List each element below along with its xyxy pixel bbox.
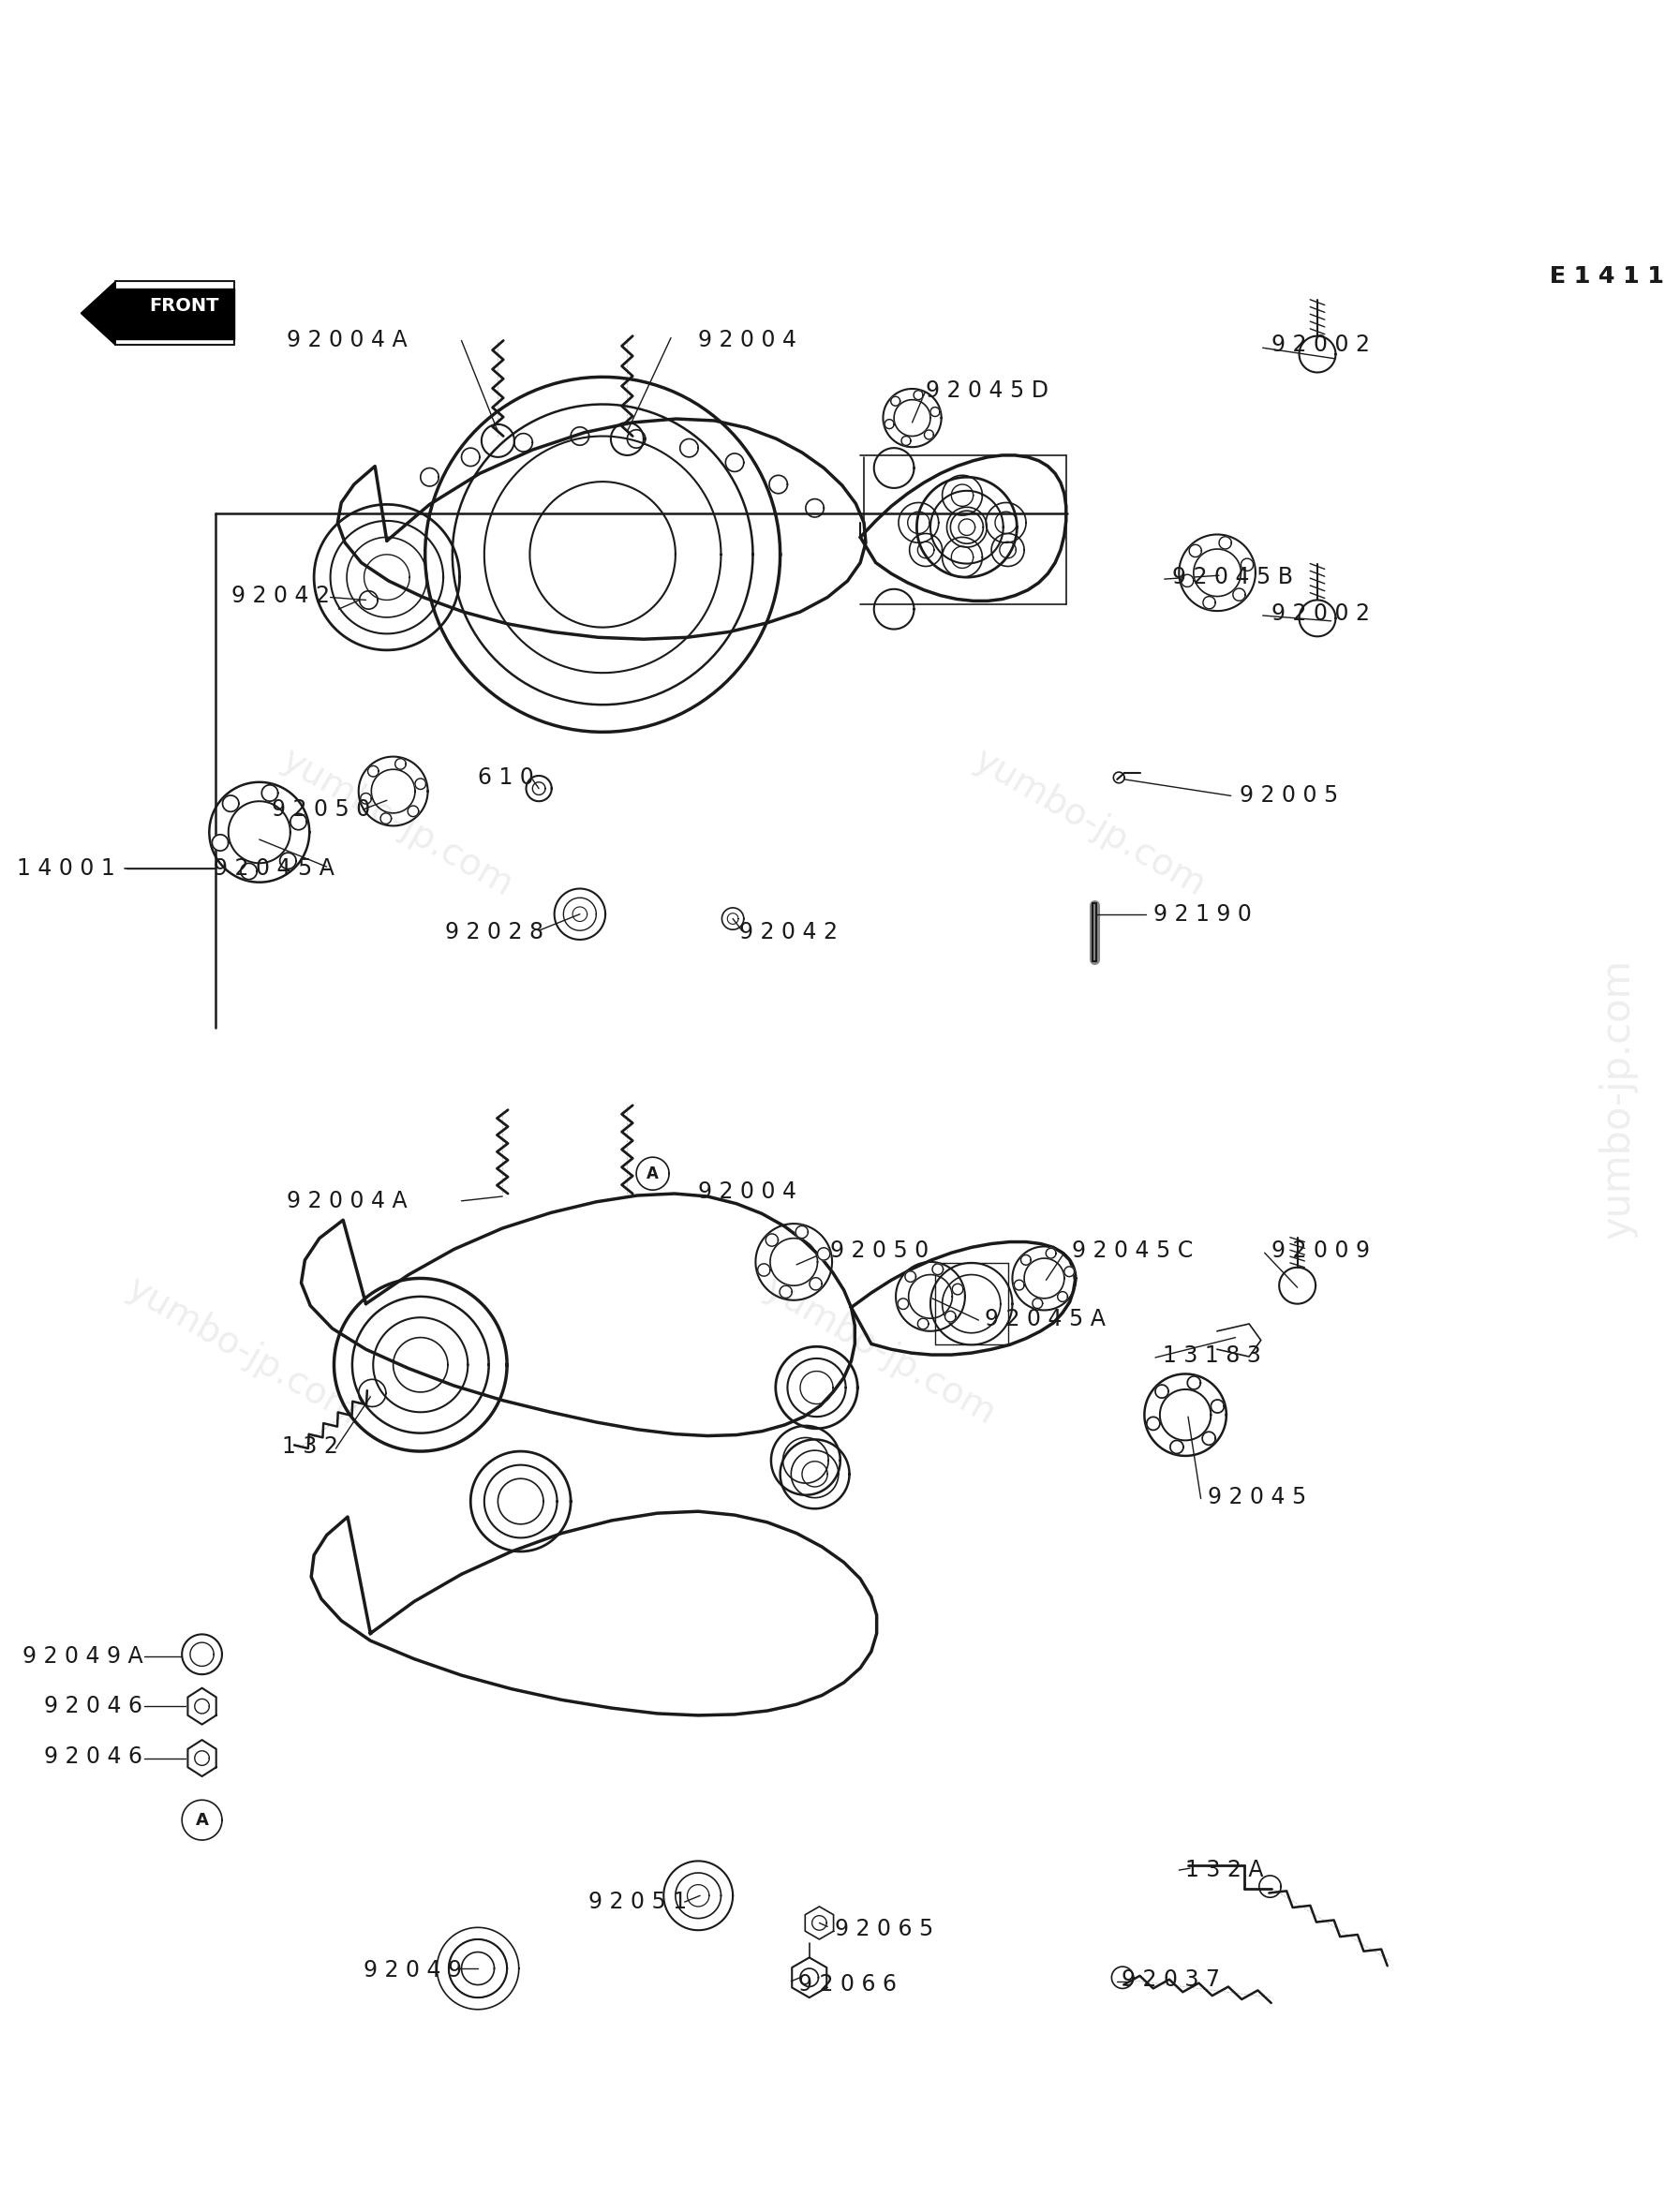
Text: 9 2 0 0 4 A: 9 2 0 0 4 A xyxy=(286,330,407,352)
Text: 9 2 0 4 5 A: 9 2 0 4 5 A xyxy=(213,857,334,879)
Text: A: A xyxy=(647,1164,659,1182)
Text: 9 2 0 0 2: 9 2 0 0 2 xyxy=(1272,602,1371,624)
Polygon shape xyxy=(944,1312,956,1323)
Polygon shape xyxy=(1063,1265,1074,1276)
Text: 9 2 0 0 5: 9 2 0 0 5 xyxy=(1240,784,1339,806)
FancyBboxPatch shape xyxy=(116,288,234,338)
Polygon shape xyxy=(212,835,228,850)
Polygon shape xyxy=(408,806,418,817)
Polygon shape xyxy=(1156,1384,1169,1397)
Polygon shape xyxy=(1021,1254,1032,1265)
Text: E 1 4 1 1: E 1 4 1 1 xyxy=(1549,266,1663,288)
Text: E 1 4 1 1: E 1 4 1 1 xyxy=(1549,266,1663,288)
Text: 9 2 0 4 5 D: 9 2 0 4 5 D xyxy=(926,380,1048,402)
Polygon shape xyxy=(1033,1298,1043,1309)
Polygon shape xyxy=(902,437,911,446)
Polygon shape xyxy=(1203,1432,1215,1446)
Polygon shape xyxy=(818,1248,830,1261)
Text: 9 2 0 3 7: 9 2 0 3 7 xyxy=(1122,1969,1220,1990)
Text: 9 2 0 0 4: 9 2 0 0 4 xyxy=(699,1180,796,1204)
Text: yumbo-jp.com: yumbo-jp.com xyxy=(276,743,519,903)
Polygon shape xyxy=(188,1687,217,1725)
Polygon shape xyxy=(240,863,257,879)
Polygon shape xyxy=(780,1285,791,1298)
Text: 9 2 0 5 1: 9 2 0 5 1 xyxy=(588,1892,687,1914)
Text: A: A xyxy=(195,1813,208,1828)
Text: 9 2 0 4 6: 9 2 0 4 6 xyxy=(44,1744,143,1769)
Text: 9 2 0 4 5: 9 2 0 4 5 xyxy=(1208,1485,1307,1507)
Polygon shape xyxy=(188,1740,217,1777)
Polygon shape xyxy=(1220,536,1231,549)
Text: 1 3 2 A: 1 3 2 A xyxy=(1186,1859,1263,1881)
Text: 6 1 0: 6 1 0 xyxy=(479,767,534,789)
Text: 9 2 0 4 6: 9 2 0 4 6 xyxy=(44,1696,143,1718)
Polygon shape xyxy=(758,1263,769,1276)
Polygon shape xyxy=(368,767,378,778)
Polygon shape xyxy=(1189,545,1201,558)
Polygon shape xyxy=(1057,1292,1067,1301)
Text: 9 2 0 4 2: 9 2 0 4 2 xyxy=(739,921,838,943)
Polygon shape xyxy=(953,1283,963,1294)
Text: 9 2 0 2 8: 9 2 0 2 8 xyxy=(445,921,543,943)
Polygon shape xyxy=(1218,1325,1262,1356)
Text: 9 2 0 4 9: 9 2 0 4 9 xyxy=(363,1960,462,1982)
Polygon shape xyxy=(262,784,277,802)
Polygon shape xyxy=(924,431,934,439)
Text: 9 2 1 9 0: 9 2 1 9 0 xyxy=(1154,903,1252,925)
Polygon shape xyxy=(906,1272,916,1283)
Polygon shape xyxy=(81,281,116,345)
Text: yumbo-jp.com: yumbo-jp.com xyxy=(121,1270,365,1432)
Polygon shape xyxy=(885,420,894,428)
Polygon shape xyxy=(1015,1281,1025,1290)
Text: 9 2 0 4 5 A: 9 2 0 4 5 A xyxy=(984,1307,1105,1331)
Polygon shape xyxy=(361,793,371,804)
Polygon shape xyxy=(917,1318,929,1329)
Polygon shape xyxy=(932,1263,942,1274)
Text: 9 2 0 0 2: 9 2 0 0 2 xyxy=(1272,334,1371,356)
Text: 9 2 0 5 0: 9 2 0 5 0 xyxy=(272,798,370,822)
Polygon shape xyxy=(1188,1375,1201,1389)
Polygon shape xyxy=(914,391,922,400)
Text: 9 2 0 6 6: 9 2 0 6 6 xyxy=(798,1973,897,1995)
Text: 9 2 0 4 5 B: 9 2 0 4 5 B xyxy=(1171,567,1292,589)
Text: 1 3 1 8 3: 1 3 1 8 3 xyxy=(1163,1345,1262,1367)
Text: yumbo-jp.com: yumbo-jp.com xyxy=(1598,958,1638,1239)
Polygon shape xyxy=(1047,1248,1057,1259)
Polygon shape xyxy=(1171,1441,1183,1454)
Polygon shape xyxy=(1147,1417,1159,1430)
Polygon shape xyxy=(395,758,407,769)
Text: FRONT: FRONT xyxy=(150,297,218,314)
Polygon shape xyxy=(796,1226,808,1239)
Polygon shape xyxy=(1211,1399,1225,1413)
Text: 9 2 0 0 9: 9 2 0 0 9 xyxy=(1272,1239,1371,1263)
Polygon shape xyxy=(380,813,391,824)
Polygon shape xyxy=(931,406,939,417)
Text: 1 4 0 0 1: 1 4 0 0 1 xyxy=(17,857,116,879)
Polygon shape xyxy=(281,852,296,870)
Text: 9 2 0 4 5 C: 9 2 0 4 5 C xyxy=(1072,1239,1193,1263)
Text: 9 2 0 4 9 A: 9 2 0 4 9 A xyxy=(22,1646,143,1668)
Polygon shape xyxy=(291,813,307,830)
Polygon shape xyxy=(1181,576,1193,587)
Polygon shape xyxy=(810,1279,822,1290)
Polygon shape xyxy=(1203,595,1215,609)
Text: 9 2 0 4 2: 9 2 0 4 2 xyxy=(232,584,329,606)
Text: 1 3 2: 1 3 2 xyxy=(282,1435,339,1459)
Polygon shape xyxy=(1233,589,1245,600)
Text: 9 2 0 6 5: 9 2 0 6 5 xyxy=(835,1918,934,1940)
Polygon shape xyxy=(897,1298,909,1309)
Polygon shape xyxy=(766,1235,778,1246)
Text: yumbo-jp.com: yumbo-jp.com xyxy=(758,1270,1003,1432)
Text: yumbo-jp.com: yumbo-jp.com xyxy=(968,743,1211,903)
Polygon shape xyxy=(890,395,900,406)
Polygon shape xyxy=(1242,558,1253,571)
Polygon shape xyxy=(415,778,425,789)
Text: 9 2 0 0 4 A: 9 2 0 0 4 A xyxy=(286,1191,407,1213)
Text: 9 2 0 5 0: 9 2 0 5 0 xyxy=(830,1239,929,1263)
Text: 9 2 0 0 4: 9 2 0 0 4 xyxy=(699,330,796,352)
Polygon shape xyxy=(222,795,239,811)
